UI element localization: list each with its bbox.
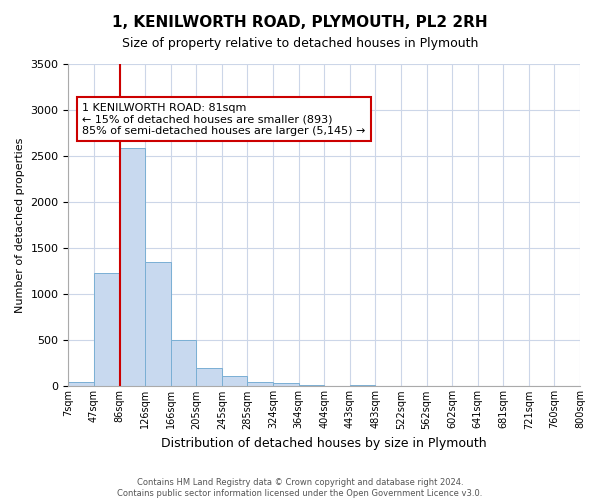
X-axis label: Distribution of detached houses by size in Plymouth: Distribution of detached houses by size … [161,437,487,450]
Bar [273,382,299,386]
Bar [145,262,171,386]
Bar [196,368,222,386]
Bar [94,273,119,386]
Text: Size of property relative to detached houses in Plymouth: Size of property relative to detached ho… [122,38,478,51]
Bar [222,376,247,386]
Bar [350,384,376,386]
Bar [68,382,94,386]
Bar [299,384,324,386]
Text: Contains HM Land Registry data © Crown copyright and database right 2024.
Contai: Contains HM Land Registry data © Crown c… [118,478,482,498]
Bar [119,148,145,386]
Bar [247,382,273,386]
Text: 1, KENILWORTH ROAD, PLYMOUTH, PL2 2RH: 1, KENILWORTH ROAD, PLYMOUTH, PL2 2RH [112,15,488,30]
Text: 1 KENILWORTH ROAD: 81sqm
← 15% of detached houses are smaller (893)
85% of semi-: 1 KENILWORTH ROAD: 81sqm ← 15% of detach… [82,102,366,136]
Y-axis label: Number of detached properties: Number of detached properties [15,138,25,313]
Bar [171,340,196,386]
